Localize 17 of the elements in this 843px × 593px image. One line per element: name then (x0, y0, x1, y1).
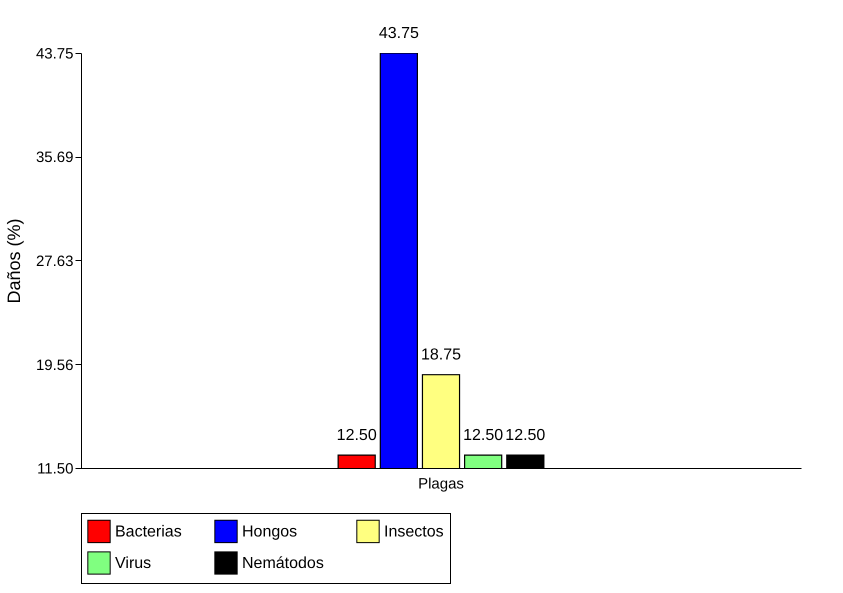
y-tick-label: 27.63 (36, 252, 74, 270)
data-label: 12.50 (505, 427, 546, 444)
y-tick-label: 11.50 (37, 460, 74, 478)
data-label: 12.50 (463, 427, 504, 444)
data-label: 18.75 (420, 346, 462, 364)
legend-label: Nemátodos (242, 555, 324, 572)
data-label: 43.75 (378, 25, 419, 42)
y-tick-label: 43.75 (36, 46, 74, 62)
legend-label: Hongos (242, 523, 298, 540)
y-axis-title: Daños (%) (4, 218, 24, 304)
legend-label: Bacterias (115, 523, 182, 540)
legend-label: Virus (115, 555, 152, 572)
x-tick-label: Plagas (418, 476, 464, 492)
legend-label: Insectos (384, 523, 444, 540)
data-label: 12.50 (336, 427, 377, 444)
y-tick-label: 19.56 (36, 356, 74, 374)
y-tick-label: 35.69 (36, 149, 74, 166)
